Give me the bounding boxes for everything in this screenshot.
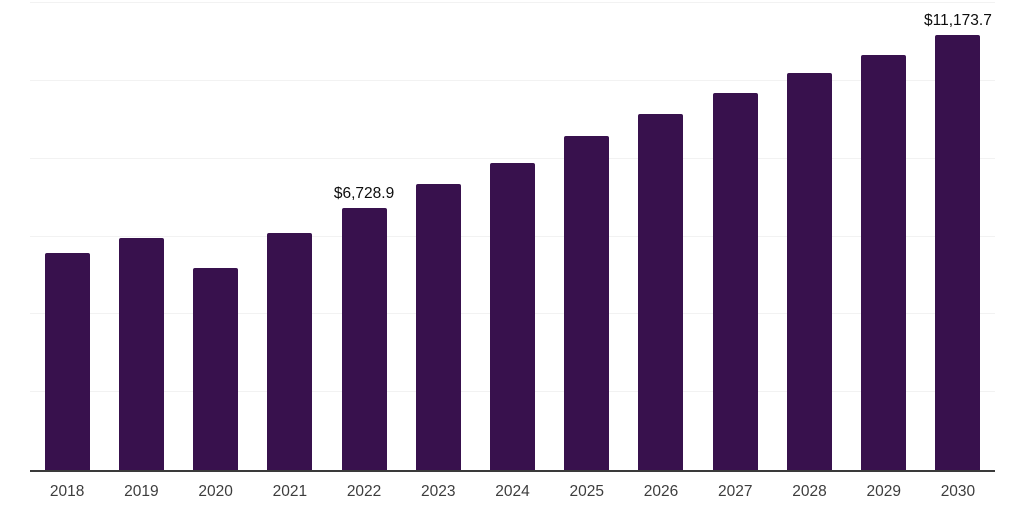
bar-slot-2019	[104, 3, 178, 470]
bar-2027	[712, 92, 758, 470]
x-axis-label-2021: 2021	[272, 483, 308, 500]
bar-2021	[267, 233, 313, 470]
gridline-8000	[30, 157, 995, 159]
bar-2026	[638, 113, 684, 470]
gridline-12000	[30, 2, 995, 3]
bar-slot-2029	[847, 3, 921, 470]
x-axis-label-2019: 2019	[124, 483, 159, 500]
x-axis-label-2026: 2026	[643, 483, 679, 500]
x-axis-label-2024: 2024	[495, 483, 530, 500]
x-axis-label-2028: 2028	[792, 483, 827, 500]
bar-2030: $11,173.7	[924, 12, 992, 470]
bar-2022: $6,728.9	[334, 185, 394, 470]
value-label-2030: $11,173.7	[924, 12, 992, 30]
bar-2020	[193, 268, 239, 470]
bar-slot-2025	[550, 3, 624, 470]
x-axis-label-2022: 2022	[346, 483, 382, 500]
bar-slot-2028	[772, 3, 846, 470]
x-axis-label-2030: 2030	[940, 483, 976, 500]
x-axis-label-2018: 2018	[49, 483, 85, 500]
bar-slot-2030: $11,173.7	[921, 3, 995, 470]
bar-2028	[786, 73, 832, 470]
bars-container: $6,728.9 $11,173.7	[30, 3, 995, 470]
x-axis-label-2027: 2027	[717, 483, 753, 500]
x-axis-label-2023: 2023	[421, 483, 456, 500]
gridline-10000	[30, 79, 995, 81]
value-label-2022: $6,728.9	[333, 185, 395, 203]
x-axis-label-2020: 2020	[198, 483, 233, 500]
bar-2024	[490, 163, 536, 470]
bar-slot-2021	[253, 3, 327, 470]
bar-slot-2018	[30, 3, 104, 470]
bar-2029	[861, 54, 907, 470]
x-axis-label-2025: 2025	[569, 483, 604, 500]
x-axis-label-2029: 2029	[866, 483, 901, 500]
bar-2019	[118, 237, 164, 470]
bar-slot-2027	[698, 3, 772, 470]
bar-slot-2023	[401, 3, 475, 470]
bar-slot-2026	[624, 3, 698, 470]
bar-slot-2020	[178, 3, 252, 470]
bar-2018	[44, 252, 90, 470]
bar-slot-2022: $6,728.9	[327, 3, 401, 470]
bar-2025	[564, 135, 610, 470]
bar-2023	[415, 184, 461, 470]
x-axis-labels: 2018 2019 2020 2021 2022 2023 2024 2025 2026 2027…	[30, 483, 995, 501]
plot-area: $6,728.9 $11,173.7	[30, 2, 995, 472]
bar-slot-2024	[475, 3, 549, 470]
